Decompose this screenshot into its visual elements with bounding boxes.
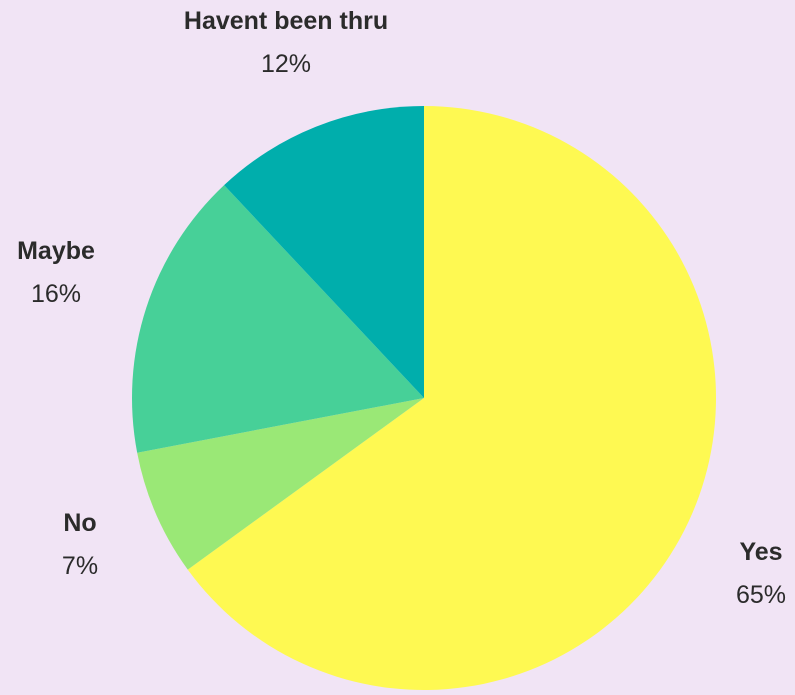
slice-label-maybe: Maybe 16%: [17, 236, 95, 309]
slice-name: Maybe: [17, 237, 95, 265]
slice-label-yes: Yes 65%: [736, 537, 786, 610]
slice-label-havent-been-thru: Havent been thru 12%: [184, 6, 388, 79]
slice-name: Yes: [739, 538, 783, 566]
slice-label-no: No 7%: [62, 508, 98, 581]
slice-name: No: [63, 509, 97, 537]
slice-percent: 12%: [260, 50, 312, 78]
slice-percent: 16%: [30, 280, 82, 308]
pie-slice-yes: [187, 106, 717, 690]
pie-slice-havent-been-thru: [224, 106, 424, 398]
slice-percent: 7%: [61, 552, 99, 580]
pie-slices: [131, 106, 717, 690]
pie-slice-maybe: [131, 185, 424, 453]
slice-name: Havent been thru: [183, 7, 389, 35]
slice-percent: 65%: [735, 581, 787, 609]
pie-slice-no: [137, 398, 425, 570]
